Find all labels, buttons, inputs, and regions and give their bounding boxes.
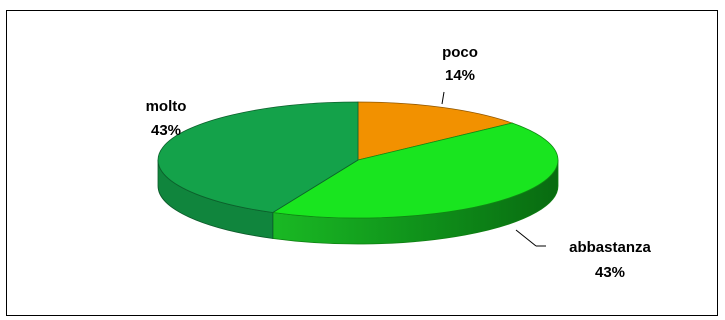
slice-value-poco: 14% <box>445 67 475 84</box>
leader-line-poco <box>441 91 445 105</box>
slice-label-poco: poco <box>442 44 478 61</box>
slice-label-molto: molto <box>146 98 187 115</box>
slice-value-abbastanza: 43% <box>595 264 625 281</box>
slice-top-molto <box>157 101 359 213</box>
leader-line-abbastanza <box>515 229 537 247</box>
slice-top-poco <box>357 101 514 161</box>
slice-top-abbastanza <box>271 122 559 219</box>
slice-value-molto: 43% <box>151 122 181 139</box>
slice-label-abbastanza: abbastanza <box>569 239 651 256</box>
